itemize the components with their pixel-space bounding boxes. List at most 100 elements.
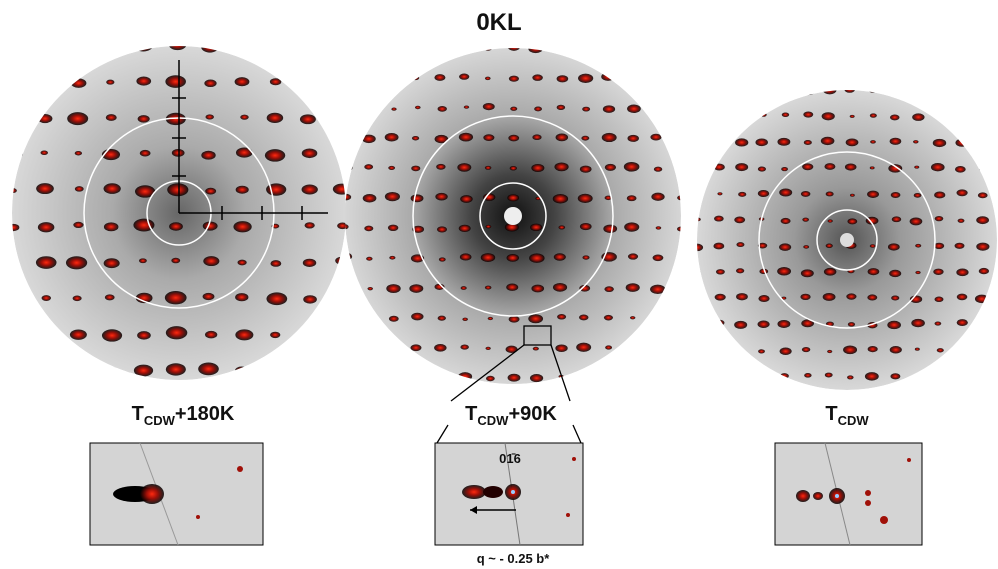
spot [580,223,592,230]
spot [365,77,371,81]
spot [692,112,703,119]
spot [41,150,48,155]
spot [409,284,423,293]
spot [462,318,468,321]
spot [936,114,941,117]
spot [270,332,280,338]
spot [691,244,703,252]
spot [690,137,703,145]
spot [169,39,187,50]
spot [624,162,640,172]
spot [486,347,491,350]
spot [916,375,921,378]
spot [756,373,768,381]
spot [976,243,989,251]
spot [38,114,53,123]
spot [34,364,54,376]
spot [978,88,985,92]
spot [236,186,249,194]
spot [777,320,790,328]
spot [624,222,639,231]
spot [714,164,725,171]
spot [850,194,855,197]
spot [509,76,519,82]
spot [134,365,153,377]
spot [481,253,495,262]
spot [716,269,725,274]
spot [198,363,219,376]
spot [692,296,702,302]
spot [677,227,685,232]
spot [936,375,943,379]
spot [412,136,419,140]
spot [910,218,923,226]
spot [388,166,395,170]
spot [677,136,683,140]
spot [692,322,700,327]
spot [458,45,470,52]
spot [338,45,352,53]
spot [891,192,901,198]
spot [957,319,968,326]
spot [303,79,315,86]
spot [38,330,52,339]
spot [265,149,285,162]
spot [713,243,724,250]
spot [979,268,989,274]
spot [532,134,541,140]
spot [626,373,637,380]
spot [980,140,988,145]
spot [781,89,786,92]
spot [867,294,877,300]
spot [556,134,569,142]
spot [975,295,989,303]
spot [529,253,544,263]
spot [41,43,51,49]
spot [651,375,664,383]
spot [580,166,592,173]
spot [935,321,942,325]
spot [734,112,747,120]
spot [935,216,944,221]
spot [603,105,615,113]
spot [36,256,57,269]
spot [779,243,791,250]
spot [66,256,87,269]
spot [42,295,51,301]
spot [736,293,748,300]
spot [758,190,769,197]
spot [412,76,419,80]
spot [911,319,925,327]
spot [582,107,590,112]
spot [205,331,217,339]
spot [5,78,17,85]
spot [656,226,662,229]
spot [738,192,746,197]
spot [826,192,834,197]
spot [385,192,400,201]
spot [674,105,687,113]
spot [362,103,374,110]
spot [581,136,589,141]
figure: 0KL TCDW+180K TCDW+90K TCDW [0,0,998,569]
spot [555,344,567,352]
spot [507,194,519,201]
spot [582,255,589,259]
spot [800,294,810,300]
spot [955,113,965,119]
spot [738,375,743,378]
spot [459,74,469,80]
spot [104,183,121,194]
panel-label: TCDW [825,403,869,428]
spot [580,374,591,380]
spot [870,113,877,117]
spot [137,331,151,339]
spot [508,44,520,51]
spot [166,326,187,339]
spot [206,114,214,119]
spot [136,77,151,86]
spot [887,321,901,329]
spot [627,74,640,82]
center [840,233,854,247]
spot [73,296,82,302]
